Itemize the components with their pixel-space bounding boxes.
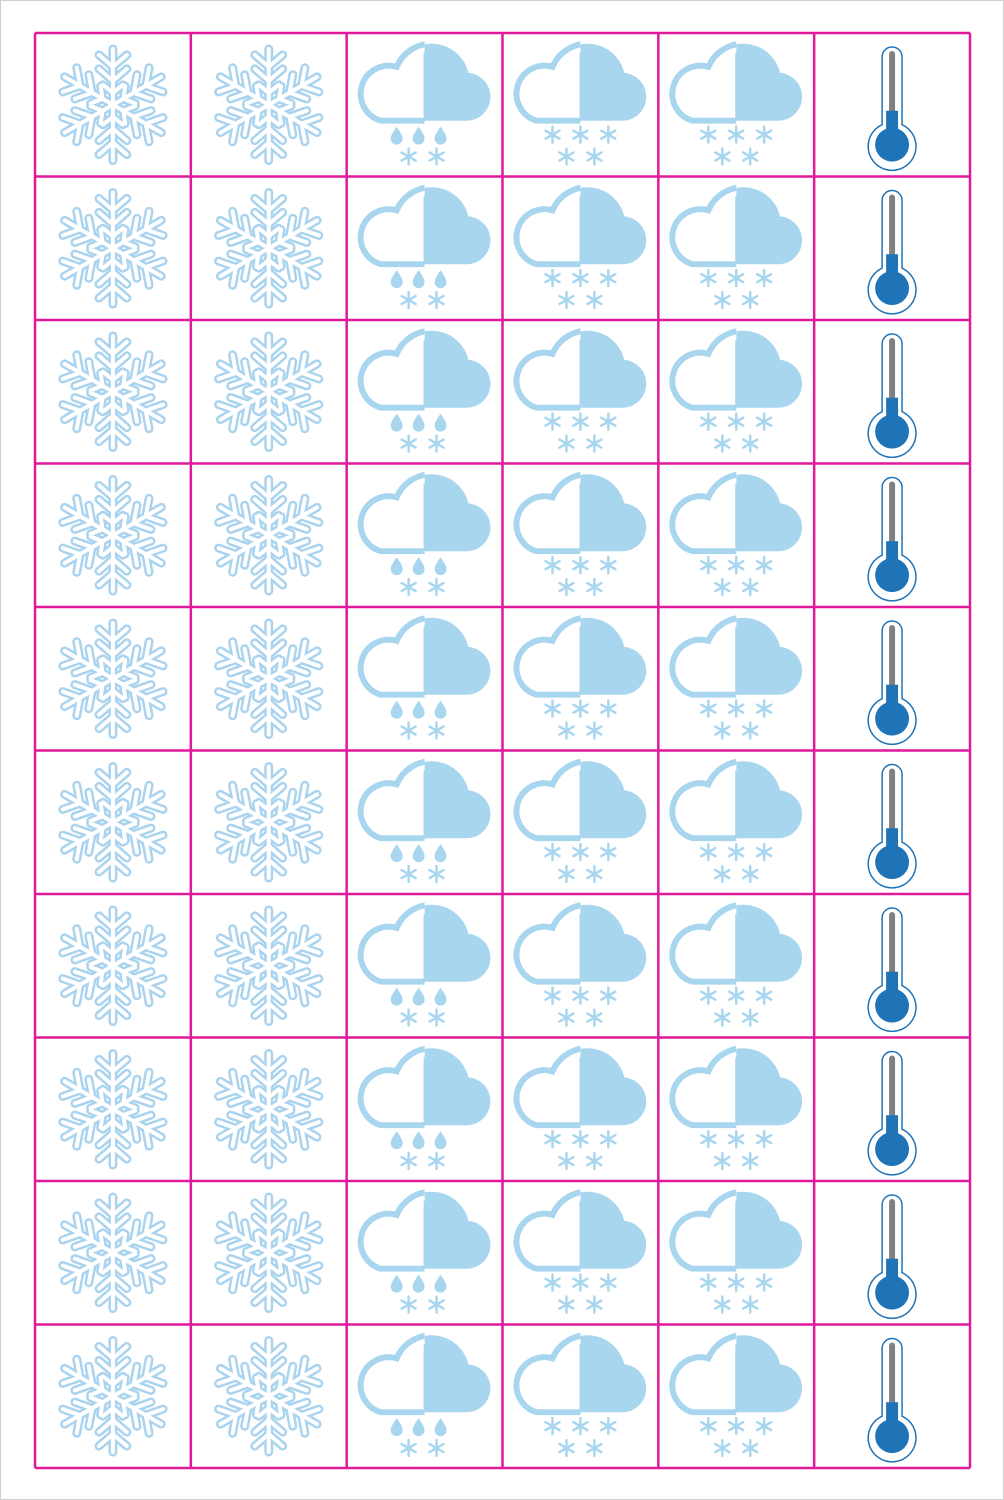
grid-lines	[33, 31, 972, 1470]
